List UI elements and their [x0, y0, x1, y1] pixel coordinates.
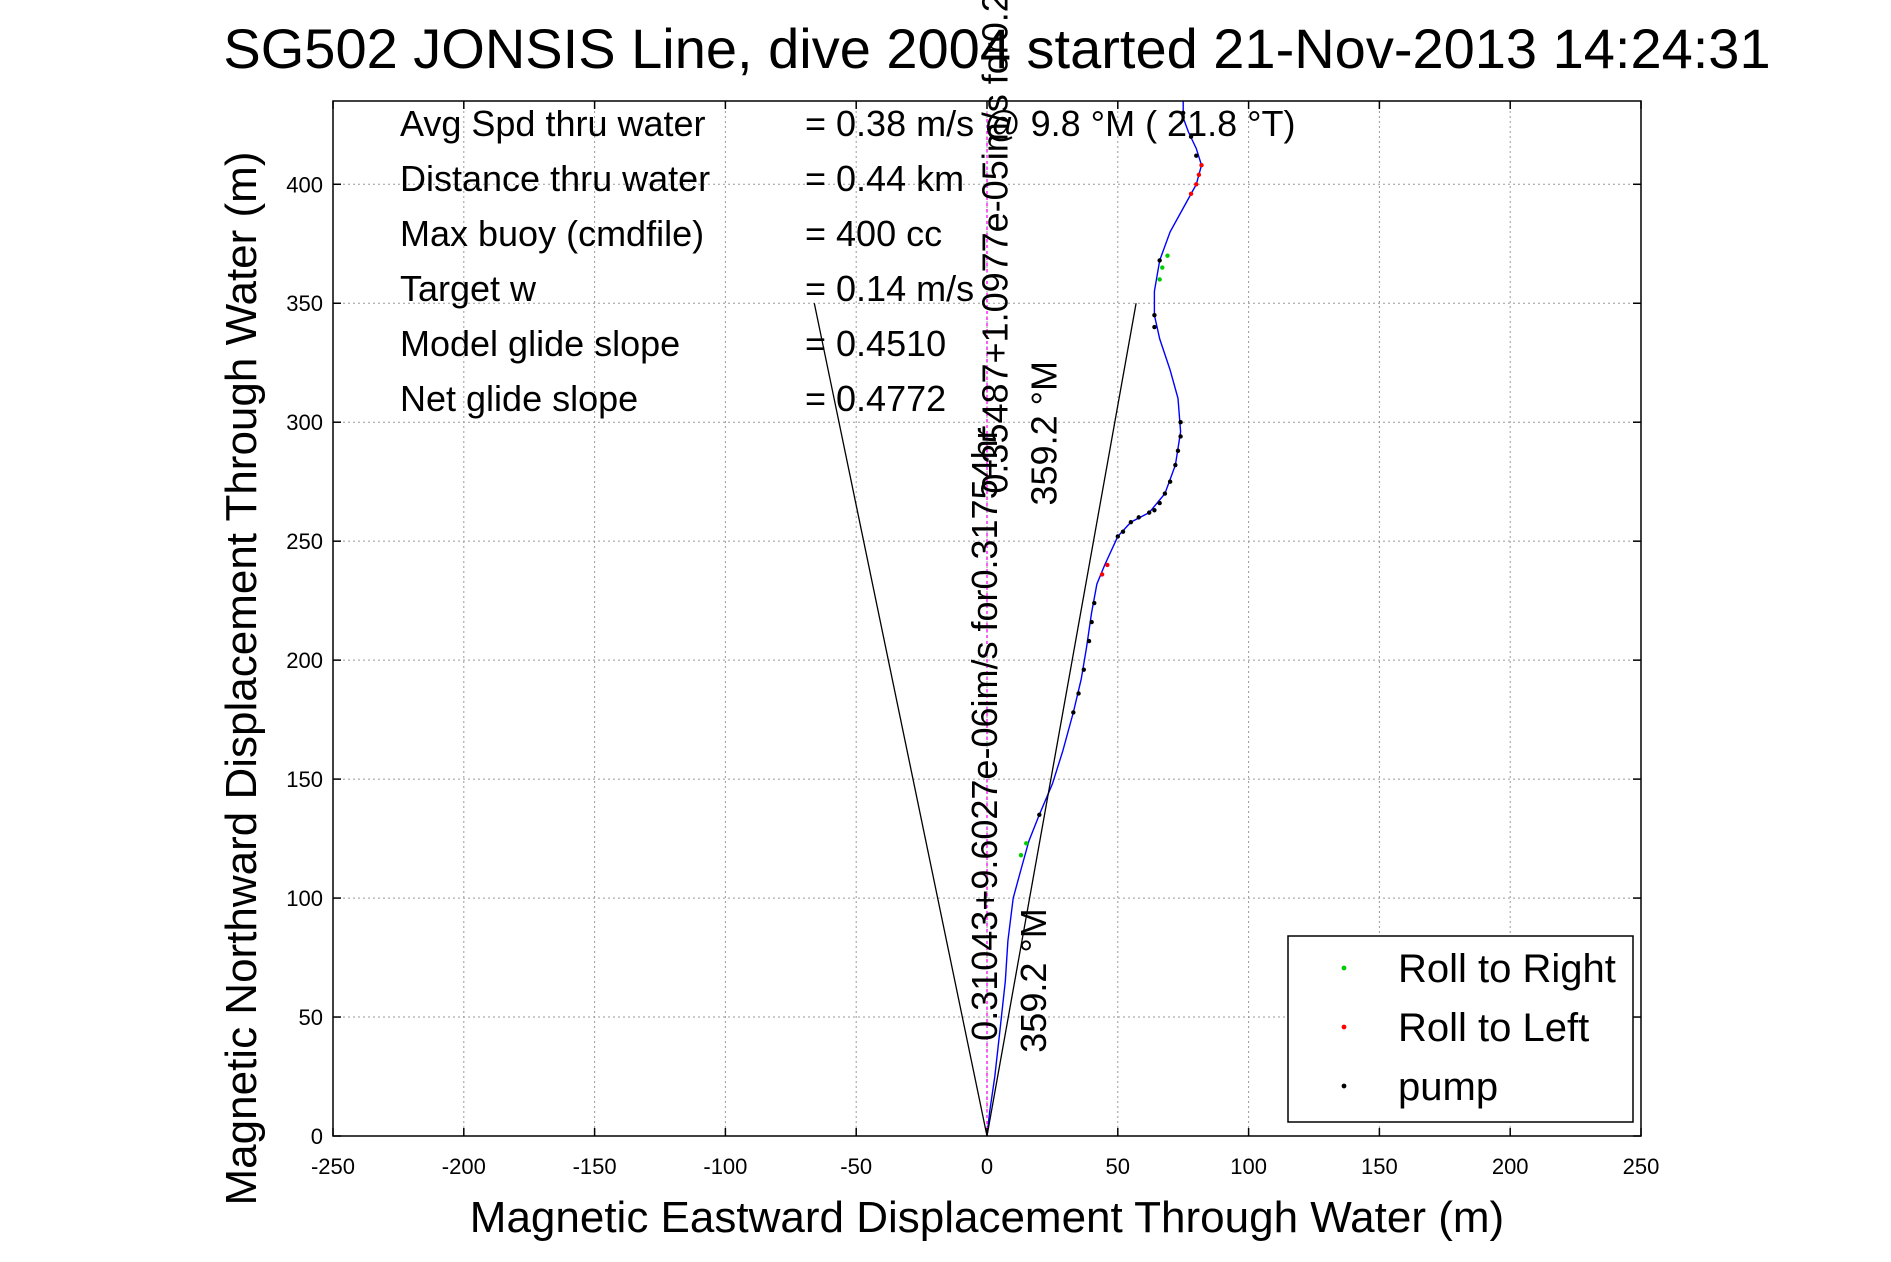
x-tick-label: -200	[442, 1154, 486, 1179]
point-pump	[1081, 667, 1086, 672]
legend-entry-label: Roll to Left	[1398, 1006, 1589, 1050]
stat-label: Net glide slope	[400, 378, 638, 419]
x-tick-label: 250	[1623, 1154, 1660, 1179]
stat-value: = 0.14 m/s	[805, 268, 974, 309]
legend-entry-label: Roll to Right	[1398, 947, 1616, 991]
y-tick-label: 0	[311, 1124, 323, 1149]
stat-label: Target w	[400, 268, 537, 309]
stat-value: = 400 cc	[805, 213, 942, 254]
point-pump	[1086, 638, 1092, 644]
stat-value: = 0.44 km	[805, 158, 964, 199]
y-tick-label: 350	[286, 291, 323, 316]
point-roll-to-left	[1194, 182, 1199, 187]
point-roll-to-left	[1199, 163, 1204, 168]
y-tick-label: 150	[286, 767, 323, 792]
point-roll-to-right	[1160, 265, 1165, 270]
point-pump	[1167, 479, 1173, 484]
x-axis-label: Magnetic Eastward Displacement Through W…	[470, 1193, 1504, 1242]
series-wedge-left	[813, 303, 988, 1137]
legend: Roll to Right Roll to Left pump	[1287, 935, 1634, 1123]
point-pump	[1162, 491, 1168, 496]
stat-label: Distance thru water	[400, 158, 710, 199]
point-pump	[1178, 420, 1183, 425]
point-roll-to-right	[1157, 277, 1162, 282]
y-tick-label: 50	[299, 1005, 323, 1030]
y-tick-label: 400	[286, 172, 323, 197]
x-tick-label: 0	[981, 1154, 993, 1179]
series-layer	[813, 101, 1204, 1137]
x-tick-label: -100	[703, 1154, 747, 1179]
segment-annotation: 0.31043+9.6027e-06im/s for0.31754hr	[964, 427, 1005, 1040]
point-pump	[1089, 619, 1094, 625]
stat-value: = 0.38 m/s @ 9.8 °M ( 21.8 °T)	[805, 103, 1296, 144]
legend-marker	[1341, 965, 1347, 971]
point-roll-to-right	[1165, 253, 1170, 258]
y-tick-label: 250	[286, 529, 323, 554]
point-pump	[1152, 324, 1157, 330]
point-pump	[1037, 812, 1042, 817]
point-roll-to-left	[1105, 562, 1110, 568]
legend-marker	[1341, 1083, 1347, 1089]
x-tick-label: 150	[1361, 1154, 1398, 1179]
annotation-layer: 0.31043+9.6027e-06im/s for0.31754hr 359.2…	[964, 0, 1064, 1053]
point-roll-to-left	[1196, 172, 1202, 177]
stat-label: Avg Spd thru water	[400, 103, 706, 144]
segment-annotation: 359.2 °M	[1013, 908, 1054, 1052]
point-roll-to-right	[1024, 841, 1029, 846]
stat-label: Model glide slope	[400, 323, 680, 364]
legend-marker	[1341, 1024, 1347, 1030]
point-pump	[1092, 600, 1097, 606]
y-tick-label: 200	[286, 648, 323, 673]
point-pump	[1175, 448, 1181, 453]
y-tick-label: 100	[286, 886, 323, 911]
legend-entry-label: pump	[1398, 1065, 1498, 1109]
stat-value: = 0.4772	[805, 378, 946, 419]
point-pump	[1076, 691, 1081, 696]
stat-label: Max buoy (cmdfile)	[400, 213, 704, 254]
x-tick-label: -50	[840, 1154, 872, 1179]
y-tick-label: 300	[286, 410, 323, 435]
point-pump	[1188, 134, 1194, 139]
y-axis-label: Magnetic Northward Displacement Through …	[217, 152, 266, 1206]
x-tick-label: -150	[573, 1154, 617, 1179]
point-pump	[1128, 519, 1134, 525]
series-track	[986, 101, 1203, 1137]
point-pump	[1146, 510, 1152, 515]
point-pump	[1194, 153, 1199, 158]
point-roll-to-left	[1099, 572, 1105, 577]
point-pump	[1181, 110, 1186, 116]
stat-value: = 0.4510	[805, 323, 946, 364]
point-pump	[1115, 534, 1121, 539]
stats-panel: Avg Spd thru water = 0.38 m/s @ 9.8 °M ( …	[400, 103, 1296, 419]
tick-layer: -250 -200 -150 -100 -50 0 50 100 150 200 250 0 50 100…	[286, 101, 1659, 1179]
point-pump	[1178, 434, 1183, 439]
point-pump	[1120, 529, 1126, 534]
segment-annotation: 0.35487+1.0977e-05im/s for0.2...	[974, 0, 1015, 494]
point-roll-to-left	[1188, 191, 1194, 196]
point-pump	[1136, 515, 1141, 520]
point-pump	[1157, 500, 1162, 506]
x-tick-label: 100	[1230, 1154, 1267, 1179]
point-pump	[1152, 312, 1157, 318]
x-tick-label: 50	[1106, 1154, 1130, 1179]
point-pump	[1152, 508, 1157, 513]
series-wedge-right	[986, 303, 1137, 1137]
chart-title: SG502 JONSIS Line, dive 2004 started 21-…	[223, 17, 1770, 80]
point-roll-to-right	[1018, 853, 1024, 858]
x-tick-label: -250	[311, 1154, 355, 1179]
x-tick-label: 200	[1492, 1154, 1529, 1179]
point-pump	[1173, 462, 1178, 468]
point-pump	[1157, 258, 1162, 263]
point-pump	[1071, 710, 1076, 715]
segment-annotation: 359.2 °M	[1023, 361, 1064, 505]
